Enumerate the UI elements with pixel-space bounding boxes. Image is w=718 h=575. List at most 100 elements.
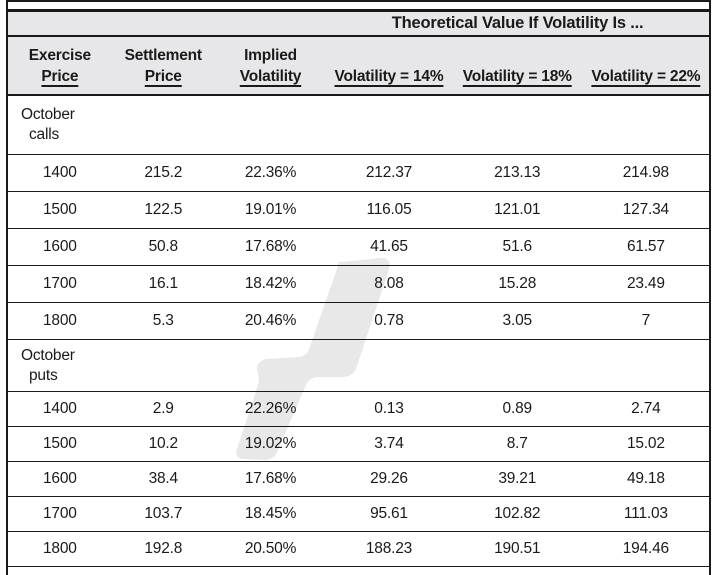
cell-settlement-price: 5.3	[152, 312, 174, 329]
cell-settlement-price: 2.9	[152, 400, 174, 417]
cell-implied-volatility: 22.36%	[244, 164, 297, 181]
table-top-border	[8, 9, 709, 12]
table-row: 1400 2.9 22.26% 0.13 0.89 2.74	[8, 392, 709, 427]
cell-implied-volatility: 17.68%	[244, 238, 297, 255]
cell-implied-volatility: 19.01%	[244, 201, 297, 218]
cell-value-vol-22: 15.02	[626, 435, 665, 452]
cell-value-vol-14: 95.61	[370, 505, 408, 522]
cell-value-vol-18: 39.21	[498, 470, 537, 487]
header-line1: Exercise	[28, 46, 91, 64]
cell-settlement-price: 38.4	[148, 470, 179, 487]
cell-value-vol-22: 194.46	[622, 540, 669, 557]
header-line2: Price	[41, 67, 79, 85]
cell-value-vol-22: 49.18	[626, 470, 665, 487]
cell-value-vol-18: 0.89	[502, 400, 533, 417]
header-separator	[8, 34, 709, 37]
header-line2: Price	[144, 67, 182, 85]
section-label-line2: calls	[29, 126, 60, 143]
column-header-settlement-price: Settlement Price	[112, 45, 215, 87]
cell-value-vol-14: 3.74	[374, 435, 404, 452]
cell-settlement-price: 16.1	[148, 275, 179, 292]
cell-value-vol-14: 41.65	[370, 238, 408, 255]
cell-settlement-price: 103.7	[144, 505, 183, 522]
cell-value-vol-18: 190.51	[494, 540, 541, 557]
cell-implied-volatility: 20.50%	[244, 540, 297, 557]
cell-exercise-price: 1600	[43, 238, 77, 255]
cell-value-vol-14: 0.13	[374, 400, 404, 417]
cell-exercise-price: 1800	[43, 312, 77, 329]
table-row: 1600 50.8 17.68% 41.65 51.6 61.57	[8, 229, 709, 266]
cell-value-vol-22: 23.49	[626, 275, 665, 292]
spanning-header-row: Theoretical Value If Volatility Is ...	[8, 11, 709, 35]
clipped-row-border	[8, 0, 709, 2]
cell-settlement-price: 192.8	[144, 540, 183, 557]
spanning-header-title: Theoretical Value If Volatility Is ...	[391, 14, 644, 32]
table-row: 1500 10.2 19.02% 3.74 8.7 15.02	[8, 427, 709, 462]
cell-implied-volatility: 20.46%	[244, 312, 297, 329]
header-line1: Implied	[244, 46, 297, 64]
cell-value-vol-18: 213.13	[494, 164, 541, 181]
cell-settlement-price: 215.2	[144, 164, 183, 181]
cell-exercise-price: 1400	[43, 164, 77, 181]
cell-value-vol-14: 212.37	[365, 164, 413, 181]
cell-implied-volatility: 22.26%	[244, 400, 297, 417]
table-row: 1600 38.4 17.68% 29.26 39.21 49.18	[8, 462, 709, 497]
header-body-separator	[8, 93, 709, 96]
header-line2: Volatility	[239, 67, 302, 85]
cell-value-vol-14: 116.05	[366, 201, 412, 218]
section-label: October puts	[8, 346, 709, 386]
cell-settlement-price: 122.5	[144, 201, 183, 218]
section-label-line2: puts	[29, 366, 58, 384]
table-row: 1800 192.8 20.50% 188.23 190.51 194.46	[8, 532, 709, 567]
section-row: October calls	[8, 96, 709, 155]
column-header-implied-volatility: Implied Volatility	[215, 45, 326, 87]
cell-value-vol-22: 111.03	[623, 505, 668, 522]
cell-settlement-price: 50.8	[148, 238, 179, 255]
column-header-exercise-price: Exercise Price	[8, 45, 112, 87]
header-line2: Volatility = 14%	[334, 67, 444, 85]
cell-implied-volatility: 19.02%	[244, 435, 297, 452]
header-line1: Settlement	[124, 46, 202, 64]
cell-exercise-price: 1500	[43, 201, 77, 218]
table-row: 1700 103.7 18.45% 95.61 102.82 111.03	[8, 497, 709, 532]
column-header-volatility-18: Volatility = 18%	[452, 66, 583, 87]
section-label-line1: October	[21, 106, 75, 123]
cell-value-vol-14: 0.78	[374, 312, 404, 329]
column-header-volatility-22: Volatility = 22%	[583, 66, 709, 87]
table-body: October calls 1400 215.2 22.36% 212.37 2…	[8, 96, 709, 567]
cell-exercise-price: 1600	[43, 470, 77, 487]
cell-exercise-price: 1500	[43, 435, 77, 452]
cell-exercise-price: 1700	[43, 505, 77, 522]
cell-value-vol-22: 127.34	[622, 201, 669, 218]
cell-exercise-price: 1800	[43, 540, 77, 557]
cell-settlement-price: 10.2	[148, 435, 179, 452]
cell-value-vol-14: 188.23	[365, 540, 413, 557]
table-row: 1700 16.1 18.42% 8.08 15.28 23.49	[8, 266, 709, 303]
column-header-row: Exercise Price Settlement Price Implied …	[8, 37, 709, 94]
options-table: Theoretical Value If Volatility Is ... E…	[6, 0, 711, 575]
section-row: October puts	[8, 340, 709, 392]
table-row: 1800 5.3 20.46% 0.78 3.05 7	[8, 303, 709, 340]
cell-value-vol-18: 121.01	[494, 201, 541, 218]
cell-value-vol-14: 8.08	[374, 275, 404, 292]
cell-value-vol-22: 61.57	[626, 238, 665, 255]
column-header-volatility-14: Volatility = 14%	[326, 66, 451, 87]
cell-value-vol-14: 29.26	[370, 470, 408, 487]
header-line2: Volatility = 22%	[591, 67, 701, 85]
cell-implied-volatility: 18.45%	[244, 505, 297, 522]
cell-value-vol-18: 15.28	[498, 275, 537, 292]
cell-exercise-price: 1400	[43, 400, 77, 417]
cell-value-vol-18: 51.6	[502, 238, 533, 255]
cell-value-vol-22: 2.74	[631, 400, 661, 417]
header-line2: Volatility = 18%	[462, 67, 572, 85]
cell-value-vol-22: 214.98	[622, 164, 669, 181]
section-label: October calls	[8, 105, 709, 145]
cell-value-vol-18: 102.82	[494, 505, 541, 522]
table-row: 1500 122.5 19.01% 116.05 121.01 127.34	[8, 192, 709, 229]
cell-value-vol-18: 8.7	[506, 435, 528, 452]
cell-implied-volatility: 18.42%	[244, 275, 297, 292]
cell-implied-volatility: 17.68%	[244, 470, 297, 487]
section-label-line1: October	[21, 346, 75, 364]
cell-exercise-price: 1700	[43, 275, 77, 292]
